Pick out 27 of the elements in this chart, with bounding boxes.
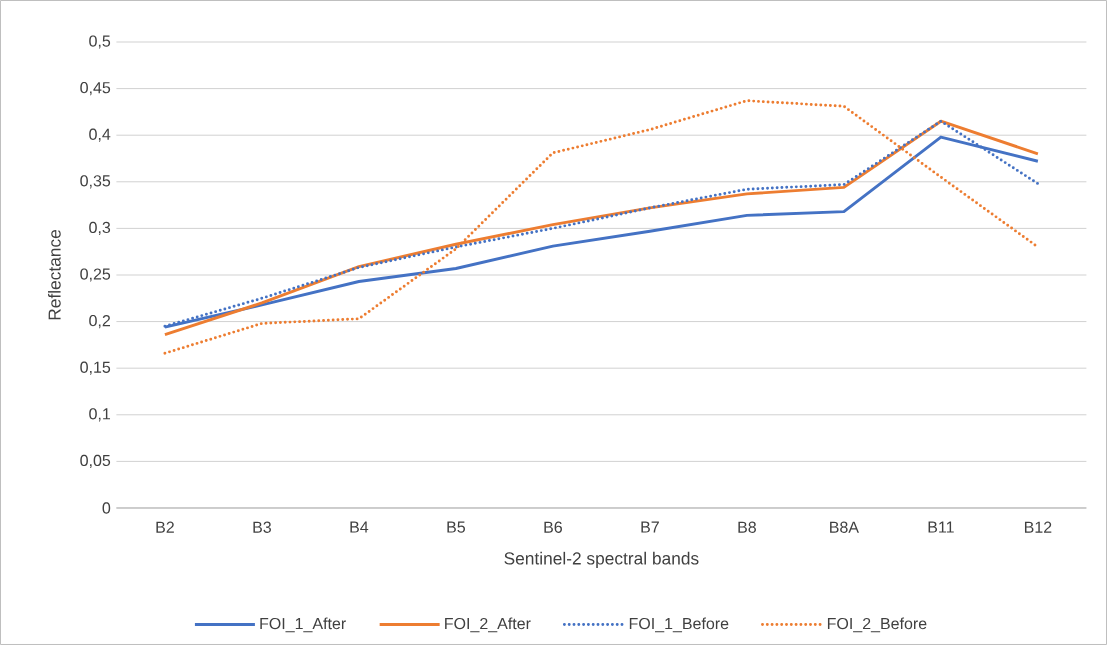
y-tick-label: 0,15 xyxy=(80,361,111,375)
x-tick-label: B8A xyxy=(830,521,859,533)
x-tick-label: B8 xyxy=(738,521,756,533)
y-tick-label: 0,4 xyxy=(89,128,111,142)
y-tick-label: 0,35 xyxy=(80,175,111,189)
y-tick-label: 0,3 xyxy=(89,221,111,235)
x-tick-label: B12 xyxy=(1024,521,1052,533)
x-tick-label: B6 xyxy=(544,521,562,533)
legend-label: FOI_2_After xyxy=(445,617,531,633)
x-tick-label: B3 xyxy=(253,521,271,533)
legend-label: FOI_1_Before xyxy=(629,617,729,633)
y-tick-label: 0,25 xyxy=(80,268,111,282)
x-axis-title: Sentinel-2 spectral bands xyxy=(504,551,699,568)
legend-label: FOI_2_Before xyxy=(827,617,927,633)
x-tick-label: B11 xyxy=(928,521,954,533)
y-tick-label: 0,05 xyxy=(80,454,111,468)
legend-label: FOI_1_After xyxy=(260,617,346,633)
y-axis-title: Reflectance xyxy=(48,230,61,320)
y-tick-label: 0,2 xyxy=(89,314,110,329)
x-tick-label: B2 xyxy=(156,521,174,533)
y-tick-label: 0,5 xyxy=(89,35,111,49)
y-tick-label: 0 xyxy=(102,502,111,514)
x-tick-label: B7 xyxy=(641,521,659,533)
y-tick-label: 0,45 xyxy=(80,81,111,96)
y-tick-label: 0,1 xyxy=(89,408,111,422)
x-tick-label: B4 xyxy=(350,521,369,533)
x-tick-label: B5 xyxy=(447,521,466,533)
